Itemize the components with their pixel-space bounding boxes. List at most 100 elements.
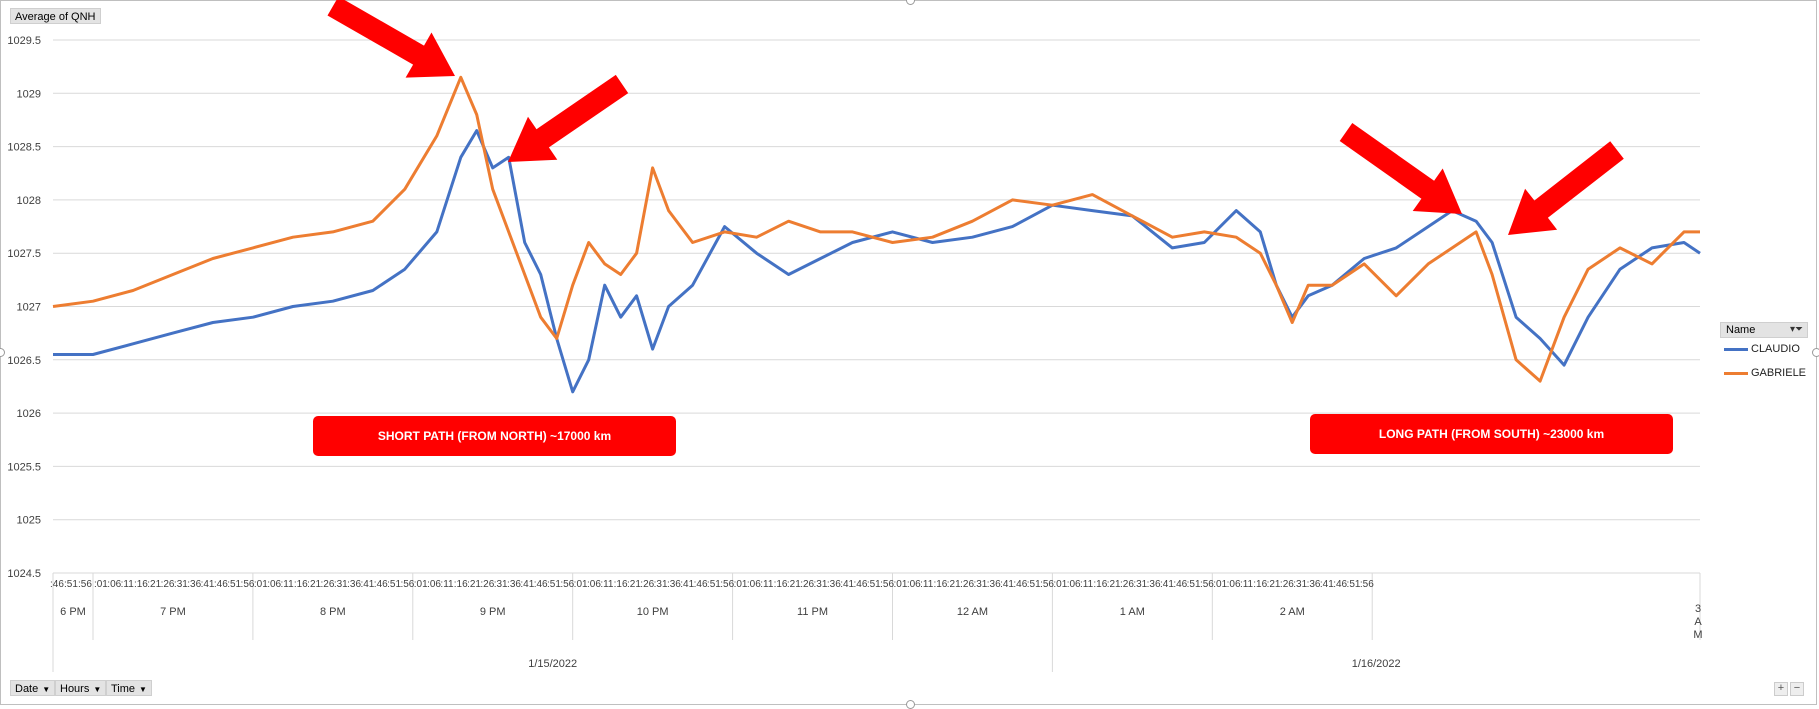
x-minute-label: :01 (574, 579, 588, 590)
x-minute-label: :11 (1080, 579, 1094, 590)
short-path-annotation-box (313, 416, 676, 456)
y-tick-label: 1028 (17, 195, 41, 207)
x-minute-label: :41 (1160, 579, 1174, 590)
x-minute-label: :46 (50, 579, 64, 590)
x-minute-label: :41 (201, 579, 215, 590)
x-minute-label: :56 (241, 579, 255, 590)
date-field-button[interactable]: Date ▼ (10, 680, 56, 696)
x-hour-label: 2 AM (1280, 606, 1305, 618)
x-minute-label: :31 (814, 579, 828, 590)
legend-label-gabriele: GABRIELE (1751, 367, 1807, 379)
red-arrow-icon (1508, 141, 1624, 235)
y-tick-label: 1024.5 (7, 568, 41, 580)
x-minute-label: :21 (467, 579, 481, 590)
x-minute-label: :51 (707, 579, 721, 590)
dropdown-arrow-icon: ▼ (42, 685, 51, 694)
x-minute-label: :31 (334, 579, 348, 590)
x-minute-label: :31 (1293, 579, 1307, 590)
x-date-label: 1/15/2022 (528, 658, 577, 670)
x-minute-label: :41 (840, 579, 854, 590)
red-arrow-icon (508, 74, 629, 162)
x-minute-label: :06 (587, 579, 601, 590)
x-hour-label: M (1693, 629, 1702, 641)
x-minute-label: :51 (547, 579, 561, 590)
x-minute-label: :11 (760, 579, 774, 590)
x-minute-label: :26 (960, 579, 974, 590)
x-minute-label: :06 (1067, 579, 1081, 590)
x-minute-label: :16 (134, 579, 148, 590)
long-path-annotation-label: LONG PATH (FROM SOUTH) ~23000 km (1379, 427, 1604, 441)
x-minute-label: :46 (214, 579, 228, 590)
series-line-claudio (53, 129, 1701, 394)
x-minute-label: :41 (1320, 579, 1334, 590)
x-minute-label: :01 (414, 579, 428, 590)
y-tick-label: 1026.5 (7, 355, 41, 367)
x-minute-label: :46 (1333, 579, 1347, 590)
y-tick-label: 1029 (17, 88, 41, 100)
legend-field-button[interactable]: Name ▾⏷ (1720, 322, 1808, 338)
x-minute-label: :56 (1200, 579, 1214, 590)
x-minute-label: :31 (654, 579, 668, 590)
y-tick-label: 1025 (17, 515, 41, 527)
x-minute-label: :41 (680, 579, 694, 590)
time-field-button[interactable]: Time ▼ (106, 680, 152, 696)
x-minute-label: :26 (800, 579, 814, 590)
date-field-label: Date (15, 683, 39, 695)
x-minute-label: :06 (427, 579, 441, 590)
x-minute-label: :16 (454, 579, 468, 590)
legend-swatch-claudio (1724, 347, 1748, 351)
x-minute-label: :46 (534, 579, 548, 590)
x-minute-label: :26 (1120, 579, 1134, 590)
resize-handle-left[interactable] (0, 348, 5, 357)
hours-field-label: Hours (60, 683, 90, 695)
x-minute-label: :56 (1040, 579, 1054, 590)
x-minute-label: :51 (1027, 579, 1041, 590)
x-minute-label: :16 (1253, 579, 1267, 590)
dropdown-arrow-icon: ▼ (93, 685, 102, 694)
x-hour-label: 3 (1695, 603, 1701, 615)
y-tick-label: 1028.5 (7, 142, 41, 154)
x-minute-label: :41 (1000, 579, 1014, 590)
x-minute-label: :51 (867, 579, 881, 590)
x-minute-label: :16 (774, 579, 788, 590)
time-field-label: Time (111, 683, 136, 695)
x-hour-label: 12 AM (957, 606, 988, 618)
x-minute-label: :11 (600, 579, 614, 590)
x-minute-label: :56 (78, 579, 92, 590)
x-minute-label: :56 (1360, 579, 1374, 590)
hours-field-button[interactable]: Hours ▼ (55, 680, 107, 696)
zoom-in-button[interactable]: + (1774, 682, 1788, 696)
x-minute-label: :46 (694, 579, 708, 590)
x-minute-label: :26 (1280, 579, 1294, 590)
x-minute-label: :26 (161, 579, 175, 590)
legend-swatch-gabriele (1724, 371, 1748, 375)
x-hour-label: 1 AM (1120, 606, 1145, 618)
resize-handle-top[interactable] (906, 0, 915, 5)
x-minute-label: :41 (360, 579, 374, 590)
x-minute-label: :31 (494, 579, 508, 590)
x-minute-label: :36 (1147, 579, 1161, 590)
x-minute-label: :01 (893, 579, 907, 590)
x-minute-label: :06 (107, 579, 121, 590)
series-line-gabriele (52, 75, 1700, 383)
y-tick-label: 1027.5 (7, 248, 41, 260)
dropdown-arrow-icon: ▼ (139, 685, 147, 694)
x-minute-label: :11 (920, 579, 934, 590)
x-hour-label: 6 PM (60, 606, 86, 618)
x-minute-label: :11 (281, 579, 295, 590)
x-minute-label: :21 (947, 579, 961, 590)
x-minute-label: :01 (94, 579, 108, 590)
zoom-out-button[interactable]: − (1790, 682, 1804, 696)
y-tick-label: 1027 (17, 302, 41, 314)
x-minute-label: :21 (147, 579, 161, 590)
funnel-icon[interactable]: ▾⏷ (1789, 324, 1803, 335)
x-hour-label: 7 PM (160, 606, 186, 618)
resize-handle-right[interactable] (1812, 348, 1819, 357)
value-field-button[interactable]: Average of QNH (10, 8, 101, 24)
x-minute-label: :51 (227, 579, 241, 590)
x-minute-label: :56 (720, 579, 734, 590)
x-minute-label: :06 (267, 579, 281, 590)
x-hour-label: 8 PM (320, 606, 346, 618)
x-minute-label: :21 (307, 579, 321, 590)
